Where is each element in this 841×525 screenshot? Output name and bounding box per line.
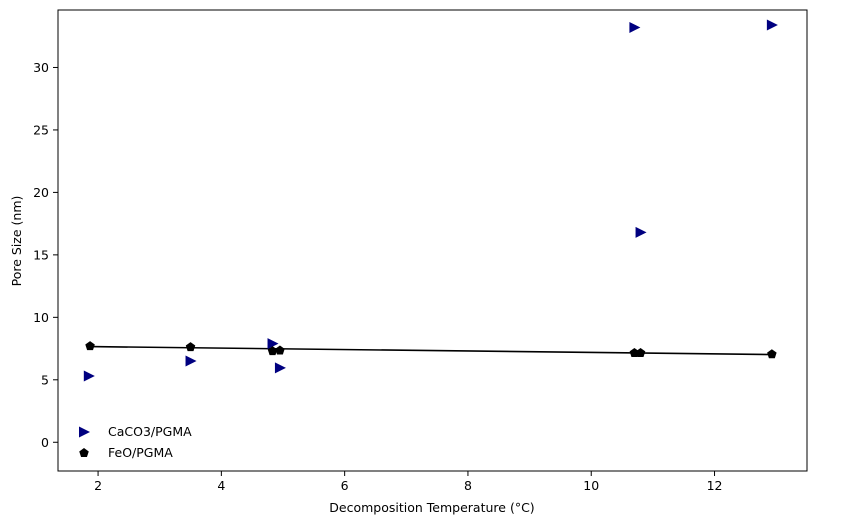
data-point-feo <box>275 345 285 355</box>
x-tick-label: 10 <box>583 478 599 493</box>
data-point-feo <box>85 341 95 351</box>
legend-item-feo: FeO/PGMA <box>79 445 173 460</box>
x-tick-label: 4 <box>217 478 225 493</box>
data-point-caco3 <box>629 21 641 33</box>
data-point-feo <box>629 347 640 357</box>
x-tick-label: 12 <box>707 478 723 493</box>
y-tick-label: 25 <box>33 122 49 137</box>
y-tick-label: 15 <box>33 247 49 262</box>
y-tick-label: 20 <box>33 185 49 200</box>
fit-line-layer <box>90 345 772 356</box>
y-tick-label: 30 <box>33 60 49 75</box>
data-point-caco3 <box>766 19 778 31</box>
y-tick-label: 0 <box>41 435 49 450</box>
legend: CaCO3/PGMA FeO/PGMA <box>79 424 192 460</box>
plot-frame <box>57 9 808 472</box>
points-layer <box>83 19 778 382</box>
data-point-caco3 <box>274 362 286 374</box>
legend-triangle-icon <box>79 426 90 438</box>
x-axis-label: Decomposition Temperature (°C) <box>329 500 534 515</box>
data-point-feo <box>635 347 646 357</box>
y-tick-label: 10 <box>33 310 49 325</box>
legend-marker-pentagon <box>79 448 89 458</box>
y-axis-ticks: 0 5 10 15 20 25 30 <box>33 60 58 450</box>
plot-background <box>58 10 807 471</box>
data-point-feo <box>767 349 777 359</box>
y-axis-label: Pore Size (nm) <box>9 196 24 287</box>
data-point-feo <box>267 346 278 356</box>
x-tick-label: 8 <box>464 478 472 493</box>
legend-label-caco3: CaCO3/PGMA <box>108 424 192 439</box>
legend-marker-triangle <box>79 426 90 438</box>
legend-item-caco3: CaCO3/PGMA <box>79 424 192 439</box>
fit-line <box>90 345 772 356</box>
data-point-caco3 <box>267 338 279 350</box>
legend-label-feo: FeO/PGMA <box>108 445 173 460</box>
data-point-caco3 <box>83 370 95 382</box>
x-tick-label: 2 <box>94 478 102 493</box>
data-point-caco3 <box>635 226 647 238</box>
y-tick-label: 5 <box>41 372 49 387</box>
data-point-feo <box>185 342 196 352</box>
legend-pentagon-icon <box>79 448 89 458</box>
x-axis-ticks: 2 4 6 8 10 12 <box>94 471 722 493</box>
x-tick-label: 6 <box>341 478 349 493</box>
data-point-caco3 <box>185 355 197 367</box>
